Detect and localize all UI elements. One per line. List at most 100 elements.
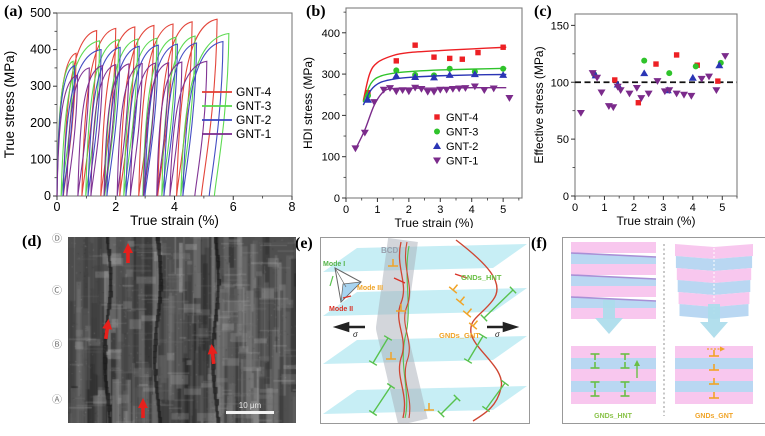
marker-triangle-down <box>687 92 696 100</box>
marker-triangle-down <box>613 83 622 91</box>
legend-label: GNT-4 <box>446 112 478 124</box>
y-tick-label: 0 <box>44 189 51 203</box>
y-axis-label: Effective stress (MPa) <box>533 46 546 163</box>
tee-dislocation <box>396 304 406 312</box>
tee-stem <box>472 320 479 327</box>
y-tick-label: 200 <box>322 110 340 122</box>
x-tick-label: 3 <box>660 202 666 214</box>
panel-label-e: (e) <box>295 235 313 252</box>
marker-triangle-up <box>433 142 441 149</box>
marker-triangle-down <box>616 87 625 95</box>
gnds-gnt-bottom-label: GNDs_GNT <box>695 413 734 420</box>
marker-triangle-down <box>489 85 498 93</box>
marker-triangle-down <box>379 86 388 94</box>
dislocation-line <box>467 335 484 362</box>
marker-triangle-down <box>436 86 445 94</box>
panel-label-b: (b) <box>306 3 326 20</box>
marker-circle <box>641 57 648 64</box>
x-tick-label: 2 <box>112 200 119 214</box>
marker-triangle-down <box>637 95 646 102</box>
marker-square <box>459 56 465 62</box>
marker-triangle-down <box>430 88 438 96</box>
panel-label-f: (f) <box>531 235 547 252</box>
marker-triangle-down <box>351 145 360 153</box>
series-GNT-2 <box>56 40 224 197</box>
gnds-hnt-bottom-label: GNDs_HNT <box>594 413 632 420</box>
y-tick-label: 50 <box>557 134 569 146</box>
crack-arrow-icon <box>207 344 218 365</box>
dislocation-line <box>372 385 392 414</box>
marker-circle <box>446 65 453 72</box>
marker-triangle-up <box>364 95 372 103</box>
dislocation-end-tick <box>500 379 510 387</box>
plot-frame <box>345 7 523 199</box>
dislocation-end-tick <box>383 335 393 341</box>
marker-triangle-down <box>480 87 489 94</box>
marker-square <box>673 52 680 58</box>
marker-square <box>715 78 721 84</box>
x-tick-label: 0 <box>54 200 61 214</box>
gnt-stripe <box>678 292 750 307</box>
gnt-lamellae-top <box>675 244 753 319</box>
tee-dislocation <box>462 308 473 318</box>
marker-triangle-down <box>461 85 470 92</box>
marker-triangle-down <box>386 85 394 92</box>
marker-triangle-down <box>505 95 514 102</box>
dislocation-end-tick <box>368 409 378 417</box>
marker-triangle-up <box>715 61 724 69</box>
dislocation-end-tick <box>478 333 488 339</box>
tee-dislocation <box>455 296 466 306</box>
marker-triangle-down <box>679 91 688 99</box>
gnt-stripe <box>675 256 753 271</box>
series-GNT-3 <box>56 32 230 197</box>
marker-triangle-up <box>499 71 508 78</box>
marker-triangle-down <box>404 88 413 96</box>
region-label-c: Ⓒ <box>52 286 62 297</box>
marker-triangle-down <box>455 85 464 93</box>
marker-triangle-down <box>653 78 662 85</box>
tee-stem <box>459 296 466 303</box>
marker-triangle-down <box>411 84 420 92</box>
dislocation-line <box>483 289 514 319</box>
marker-triangle-down <box>660 88 669 96</box>
marker-circle <box>666 70 673 77</box>
sigma-arrow-right <box>487 321 520 333</box>
marker-square <box>447 55 453 62</box>
fit-curve-GNT-2 <box>362 73 507 106</box>
gnd-gnt-curve <box>455 239 503 422</box>
legend-label: GNT-3 <box>446 127 478 139</box>
scale-bar-label: 10 μm <box>239 401 262 410</box>
marker-square <box>393 58 399 64</box>
marker-triangle-down <box>392 88 401 96</box>
y-tick-label: 0 <box>334 193 340 205</box>
sigma-left-label: σ <box>353 330 359 339</box>
marker-triangle-up <box>411 73 420 80</box>
legend-label: GNT-1 <box>236 127 272 141</box>
red-dislocation-ticks <box>393 273 468 284</box>
marker-triangle-down <box>423 88 432 96</box>
hnt-gnt-comparison: GNDs_HNT GNDs_GNT <box>562 237 765 424</box>
tee-stem <box>466 308 473 315</box>
marker-triangle-down <box>588 70 597 77</box>
y-tick-label: 400 <box>322 28 340 40</box>
bcd-band <box>376 238 428 423</box>
crack-arrow-icon <box>102 319 113 340</box>
legend-label: GNT-1 <box>446 156 478 168</box>
gnd-hnt-dislocations <box>368 286 517 418</box>
x-tick-label: 3 <box>437 204 443 216</box>
tee-dislocation <box>448 284 459 294</box>
marker-triangle-down <box>433 157 441 165</box>
dislocation-end-tick <box>480 314 488 322</box>
region-label-b: Ⓑ <box>52 340 62 351</box>
tee-dislocation <box>388 259 398 267</box>
y-tick-label: 100 <box>551 77 569 89</box>
region-label-a: Ⓐ <box>52 395 62 406</box>
dislocation-end-tick <box>463 358 473 364</box>
region-label-d: Ⓓ <box>52 234 62 245</box>
marker-triangle-up <box>445 71 454 78</box>
tee-bar <box>462 310 472 318</box>
y-axis-label: HDI stress (MPa) <box>301 57 315 149</box>
x-tick-label: 4 <box>690 202 696 214</box>
